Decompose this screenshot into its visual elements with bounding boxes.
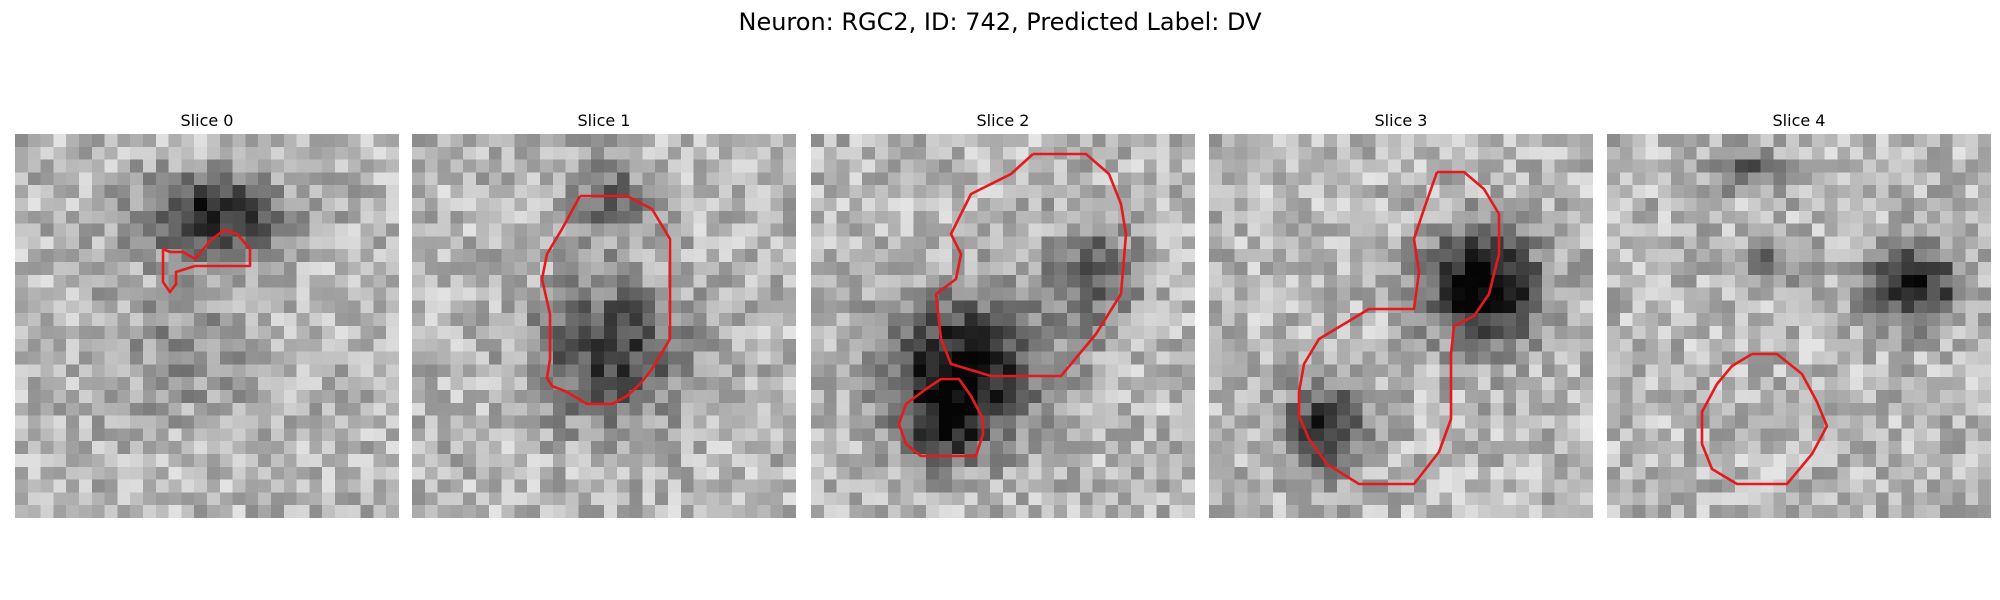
slice-panel-1: Slice 1 [412,108,796,518]
slice-image [1209,134,1593,518]
grayscale-image [412,134,796,518]
slice-image [811,134,1195,518]
roi-contour-overlay [1297,170,1501,486]
slice-title: Slice 4 [1772,111,1826,130]
roi-contour-overlay [897,152,1128,458]
roi-contour [1297,170,1501,486]
roi-contour-overlay [540,194,672,406]
slice-image [1607,134,1991,518]
slice-panel-3: Slice 3 [1209,108,1593,518]
roi-contour-overlay [1700,352,1829,486]
slice-title: Slice 1 [577,111,631,130]
slice-panel-4: Slice 4 [1607,108,1991,518]
roi-contour-overlay [161,228,252,294]
slice-image [15,134,399,518]
roi-contour [161,228,252,294]
roi-contour [934,152,1128,378]
slice-title: Slice 3 [1374,111,1428,130]
grayscale-image [1607,134,1991,518]
roi-contour [540,194,672,406]
slice-panel-2: Slice 2 [811,108,1195,518]
slice-panel-0: Slice 0 [15,108,399,518]
roi-contour [897,377,985,458]
roi-contour [1700,352,1829,486]
grayscale-image [1209,134,1593,518]
slice-title: Slice 2 [976,111,1030,130]
slice-title: Slice 0 [180,111,234,130]
slice-image [412,134,796,518]
figure-title: Neuron: RGC2, ID: 742, Predicted Label: … [738,8,1262,36]
grayscale-image [15,134,399,518]
grayscale-image [811,134,1195,518]
